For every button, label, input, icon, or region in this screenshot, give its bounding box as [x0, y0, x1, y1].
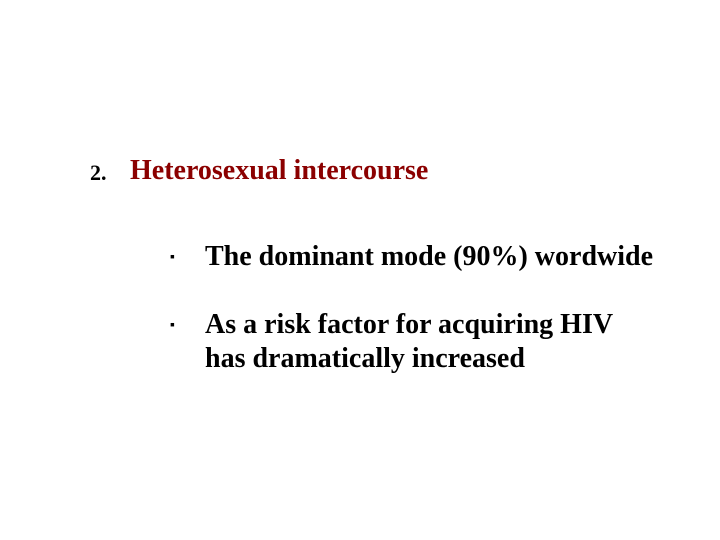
slide: 2. Heterosexual intercourse ▪ The domina…: [0, 0, 720, 540]
body-item-1: The dominant mode (90%) wordwide: [205, 240, 655, 274]
body-item-2: As a risk factor for acquiring HIV has d…: [205, 308, 655, 376]
bullet-square-icon: ▪: [170, 318, 175, 334]
bullet-square-icon: ▪: [170, 250, 175, 266]
heading: Heterosexual intercourse: [130, 155, 428, 187]
list-number: 2.: [90, 160, 107, 186]
